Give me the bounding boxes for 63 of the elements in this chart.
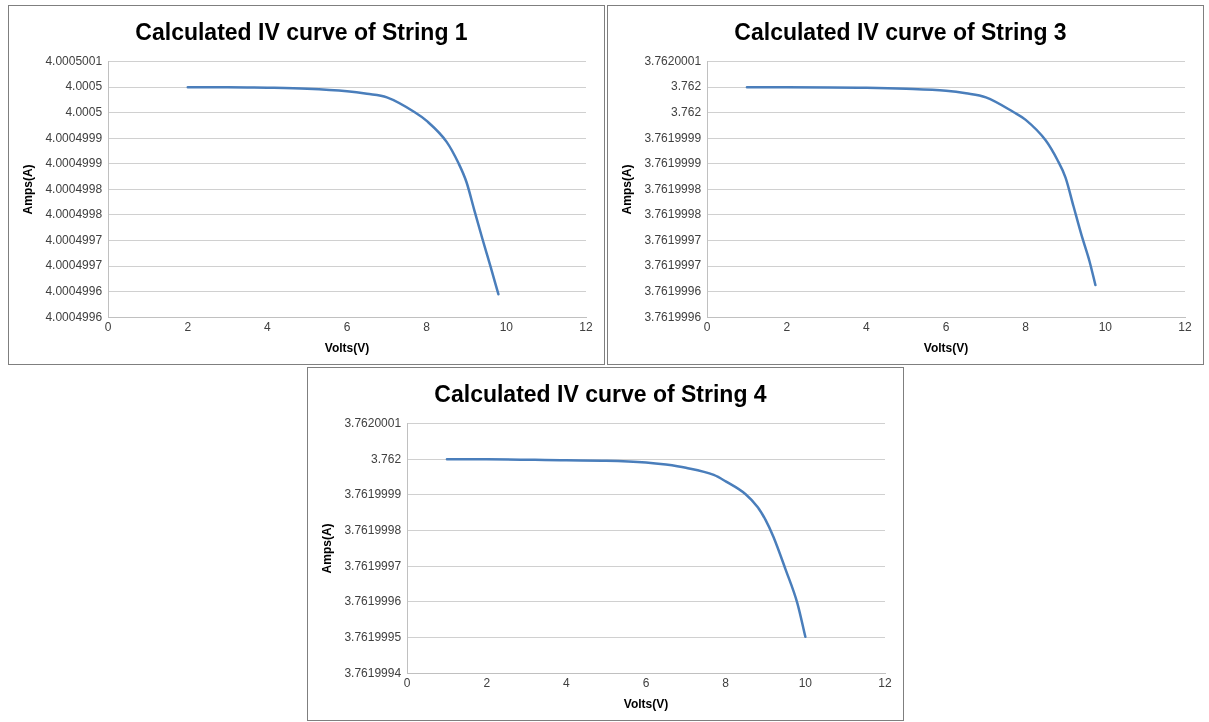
y-tick-label: 3.7619998 (644, 207, 702, 222)
x-tick-label: 10 (798, 675, 813, 690)
x-tick-label: 6 (343, 319, 351, 334)
y-tick-label: 3.762 (371, 451, 402, 466)
x-tick-label: 10 (499, 319, 514, 334)
x-tick-label: 6 (942, 319, 950, 334)
x-axis-title: Volts(V) (324, 341, 370, 356)
chart-title: Calculated IV curve of String 4 (434, 381, 767, 408)
y-tick-label: 3.7619995 (344, 629, 402, 644)
y-tick-label: 4.0004997 (45, 232, 103, 247)
chart-title: Calculated IV curve of String 3 (734, 19, 1067, 46)
y-tick-label: 4.0004999 (45, 156, 103, 171)
y-tick-label: 3.7619997 (644, 232, 702, 247)
x-tick-label: 12 (1178, 319, 1192, 334)
y-tick-label: 4.0004998 (45, 207, 103, 222)
x-tick-label: 2 (483, 675, 491, 690)
y-tick-label: 3.7619999 (644, 130, 702, 145)
x-tick-label: 0 (403, 675, 411, 690)
x-tick-label: 10 (1098, 319, 1113, 334)
y-axis-title: Amps(A) (619, 164, 634, 215)
x-tick-label: 6 (642, 675, 650, 690)
x-tick-label: 12 (878, 675, 892, 690)
x-tick-label: 8 (1022, 319, 1030, 334)
y-tick-label: 3.762 (671, 79, 702, 94)
y-tick-label: 4.0004996 (45, 309, 103, 324)
x-tick-label: 4 (863, 319, 871, 334)
y-tick-label: 4.0005 (65, 105, 103, 120)
y-tick-label: 3.7619999 (644, 156, 702, 171)
y-tick-label: 3.7619998 (644, 181, 702, 196)
y-axis-title: Amps(A) (319, 523, 334, 574)
x-tick-label: 8 (423, 319, 431, 334)
x-tick-label: 4 (264, 319, 272, 334)
x-tick-label: 4 (563, 675, 571, 690)
y-tick-label: 3.7619998 (344, 522, 402, 537)
x-tick-label: 2 (783, 319, 791, 334)
x-axis-title: Volts(V) (623, 697, 669, 712)
x-axis-title: Volts(V) (923, 341, 969, 356)
line-series (445, 458, 807, 639)
y-tick-label: 3.7619997 (344, 558, 402, 573)
y-tick-label: 4.0005001 (45, 53, 103, 68)
y-tick-label: 4.0004997 (45, 258, 103, 273)
y-tick-label: 3.7619996 (344, 594, 402, 609)
y-axis-title: Amps(A) (20, 164, 35, 215)
x-tick-label: 2 (184, 319, 192, 334)
x-tick-label: 0 (703, 319, 711, 334)
y-tick-label: 3.7619996 (644, 309, 702, 324)
y-tick-label: 4.0005 (65, 79, 103, 94)
y-tick-label: 4.0004998 (45, 181, 103, 196)
y-tick-label: 4.0004999 (45, 130, 103, 145)
line-series (745, 85, 1097, 287)
line-series (186, 85, 500, 296)
y-tick-label: 3.762 (671, 105, 702, 120)
x-tick-label: 0 (104, 319, 112, 334)
y-tick-label: 4.0004996 (45, 283, 103, 298)
x-tick-label: 8 (722, 675, 730, 690)
y-tick-label: 3.7619997 (644, 258, 702, 273)
y-tick-label: 3.7620001 (344, 415, 402, 430)
y-tick-label: 3.7619994 (344, 665, 402, 680)
y-tick-label: 3.7619999 (344, 487, 402, 502)
y-tick-label: 3.7619996 (644, 283, 702, 298)
x-tick-label: 12 (579, 319, 593, 334)
chart-title: Calculated IV curve of String 1 (135, 19, 468, 46)
y-tick-label: 3.7620001 (644, 53, 702, 68)
